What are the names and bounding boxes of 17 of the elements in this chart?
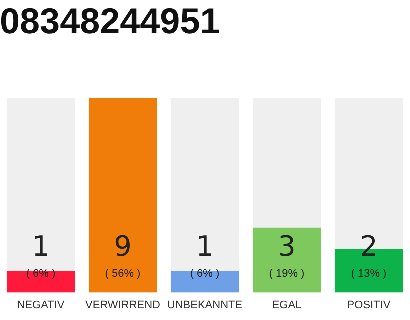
x-tick-label: VERWIRREND bbox=[86, 299, 161, 312]
annotation: ( 56% ) bbox=[105, 268, 141, 280]
bar bbox=[6, 271, 76, 293]
chart-title: 08348244951 bbox=[0, 0, 220, 42]
x-tick-label: NEGATIV bbox=[17, 299, 66, 312]
annotation: ( 6% ) bbox=[190, 268, 220, 280]
x-tick-label: EGAL bbox=[272, 299, 302, 312]
data-label: 1 bbox=[32, 230, 50, 264]
annotation: ( 19% ) bbox=[269, 268, 305, 280]
annotation: ( 13% ) bbox=[351, 268, 387, 280]
data-label: 9 bbox=[114, 230, 132, 264]
bar bbox=[170, 271, 240, 293]
annotation: ( 6% ) bbox=[26, 268, 56, 280]
x-tick-label: POSITIV bbox=[347, 299, 392, 312]
data-label: 1 bbox=[196, 230, 214, 264]
data-label: 3 bbox=[278, 230, 296, 264]
x-tick-label: UNBEKANNTE bbox=[167, 299, 243, 312]
